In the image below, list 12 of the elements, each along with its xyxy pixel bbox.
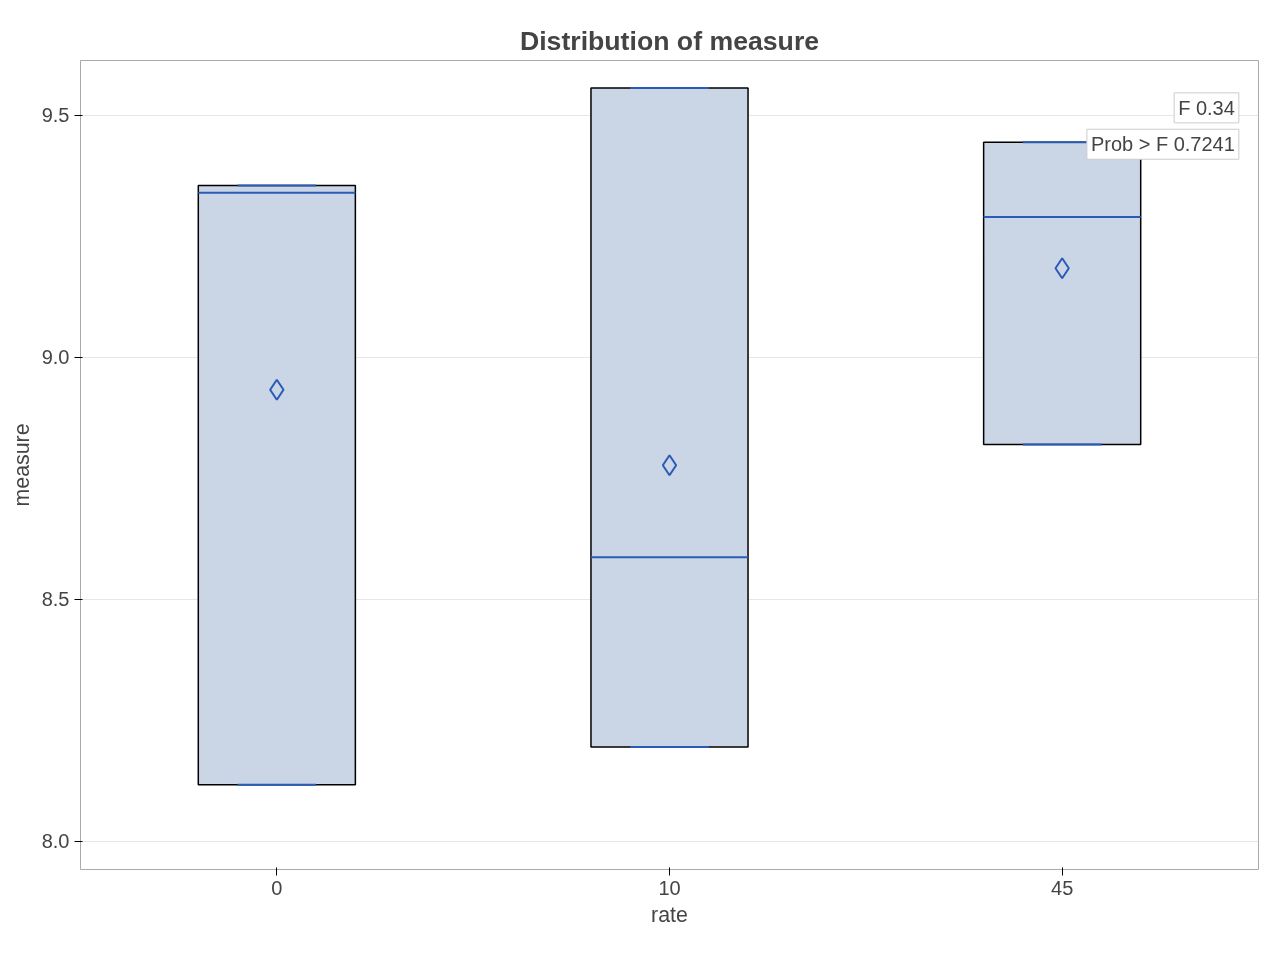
x-axis-title: rate xyxy=(651,902,688,927)
y-tick-label: 9.5 xyxy=(41,104,70,127)
x-tick-label: 0 xyxy=(271,876,283,899)
y-tick-label: 9.0 xyxy=(41,346,70,369)
y-axis-title: measure xyxy=(9,423,34,507)
annotation: Prob > F 0.7241 xyxy=(1090,133,1235,156)
y-tick-label: 8.0 xyxy=(41,830,70,853)
x-tick-label: 10 xyxy=(658,876,681,899)
y-tick-label: 8.5 xyxy=(41,588,70,611)
annotation: F 0.34 xyxy=(1178,96,1235,119)
x-tick-label: 45 xyxy=(1051,876,1074,899)
chart-title: Distribution of measure xyxy=(519,25,820,56)
